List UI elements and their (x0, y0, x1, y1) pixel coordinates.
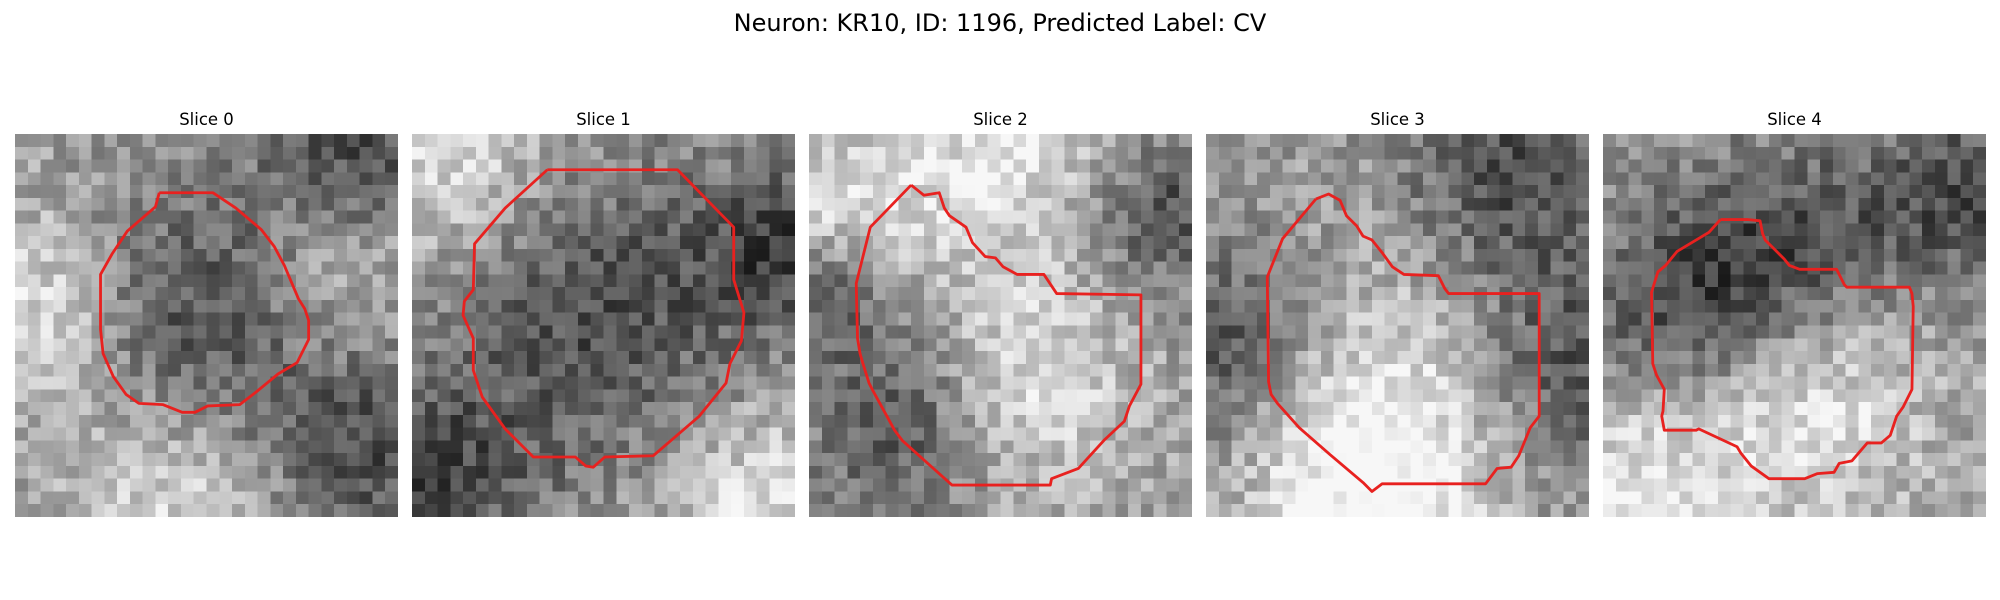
grayscale-pixel-grid (1206, 134, 1589, 517)
grayscale-pixel-grid (1603, 134, 1986, 517)
grayscale-pixel-grid (412, 134, 795, 517)
slice-title: Slice 0 (179, 110, 234, 129)
slice-panel-4: Slice 4 (1603, 108, 1986, 517)
figure-title: Neuron: KR10, ID: 1196, Predicted Label:… (733, 9, 1267, 37)
slice-title: Slice 2 (973, 110, 1028, 129)
slice-panel-2: Slice 2 (809, 108, 1192, 517)
slice-title: Slice 1 (576, 110, 631, 129)
roi-contour (1650, 218, 1915, 481)
slice-panel-3: Slice 3 (1206, 108, 1589, 517)
slice-image (15, 134, 398, 517)
roi-contour (1265, 192, 1541, 493)
slice-title: Slice 4 (1767, 110, 1822, 129)
roi-contour (99, 191, 311, 414)
roi-contour (854, 183, 1143, 487)
slice-panel-0: Slice 0 (15, 108, 398, 517)
slice-title: Slice 3 (1370, 110, 1425, 129)
slice-image (809, 134, 1192, 517)
roi-contour (461, 168, 746, 469)
grayscale-pixel-grid (809, 134, 1192, 517)
slice-image (412, 134, 795, 517)
slice-image (1603, 134, 1986, 517)
slice-panel-1: Slice 1 (412, 108, 795, 517)
slice-image (1206, 134, 1589, 517)
